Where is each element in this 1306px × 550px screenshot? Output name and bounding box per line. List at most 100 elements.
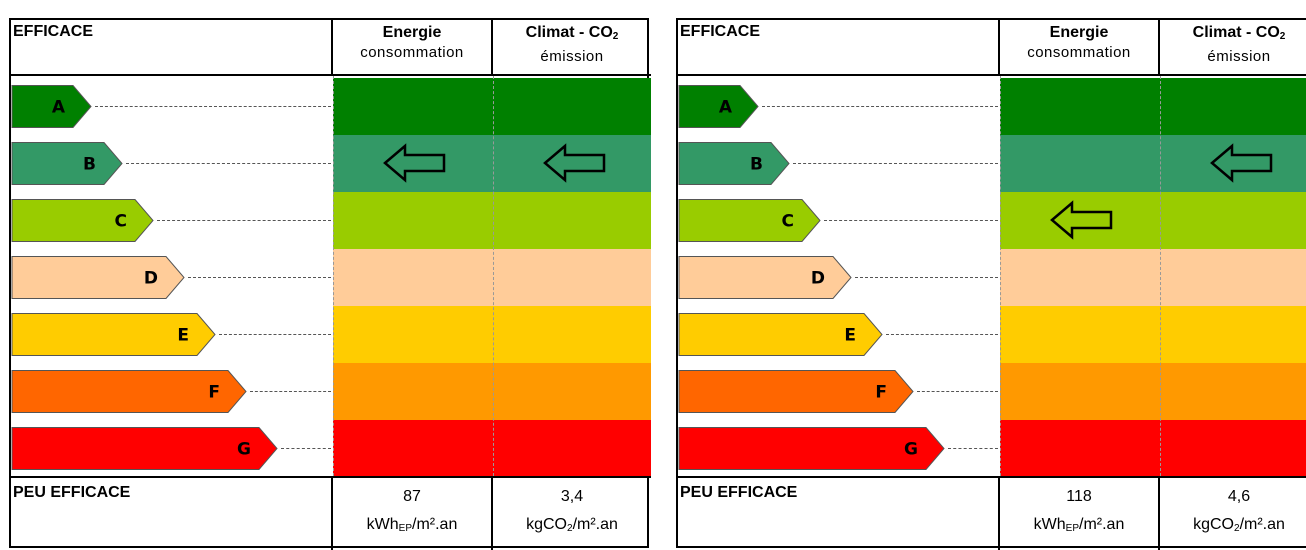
climat-value-cell: 3,4 kgCO2/m².an: [493, 476, 651, 550]
energie-value: 118: [1066, 488, 1092, 505]
energie-subtitle: consommation: [360, 44, 464, 61]
energie-band-f: [333, 363, 493, 420]
efficace-header: EFFICACE: [678, 20, 1000, 76]
label-panel-1: EFFICACE Energie consommation Climat - C…: [9, 18, 651, 550]
class-letter-b: B: [750, 155, 763, 175]
energie-header: Energie consommation: [333, 20, 493, 76]
leader-line: [917, 391, 998, 392]
leader-line: [762, 106, 998, 107]
energie-unit: kWhEP/m².an: [1033, 516, 1125, 534]
class-row-e: E: [678, 306, 1306, 363]
column-separator: [1000, 76, 1001, 476]
class-letter-d: D: [144, 269, 158, 289]
class-arrow-c: C: [11, 199, 154, 242]
class-letter-g: G: [237, 440, 251, 460]
class-row-d: D: [11, 249, 651, 306]
energie-band-f: [1000, 363, 1160, 420]
energie-value: 87: [403, 488, 421, 505]
energie-band-a: [1000, 78, 1160, 135]
climat-unit: kgCO2/m².an: [526, 516, 618, 534]
energie-band-d: [1000, 249, 1160, 306]
climat-band-d: [493, 249, 651, 306]
efficace-header: EFFICACE: [11, 20, 333, 76]
climat-band-c: [1160, 192, 1306, 249]
peu-efficace-label: PEU EFFICACE: [11, 476, 333, 550]
class-letter-f: F: [208, 383, 220, 403]
leader-line: [886, 334, 998, 335]
class-arrow-g: G: [11, 427, 278, 470]
class-row-a: A: [11, 78, 651, 135]
energie-band-e: [1000, 306, 1160, 363]
class-arrow-b: B: [11, 142, 123, 185]
climat-band-b: [493, 135, 651, 192]
climat-band-e: [493, 306, 651, 363]
class-letter-f: F: [875, 383, 887, 403]
energie-band-c: [1000, 192, 1160, 249]
climat-subtitle: émission: [540, 48, 604, 65]
class-row-d: D: [678, 249, 1306, 306]
energie-band-d: [333, 249, 493, 306]
class-arrow-c: C: [678, 199, 821, 242]
energie-value-cell: 118 kWhEP/m².an: [1000, 476, 1160, 550]
leader-line: [188, 277, 331, 278]
leader-line: [126, 163, 331, 164]
class-letter-d: D: [811, 269, 825, 289]
energie-value-cell: 87 kWhEP/m².an: [333, 476, 493, 550]
energie-header: Energie consommation: [1000, 20, 1160, 76]
class-letter-c: C: [782, 212, 794, 232]
climat-value: 3,4: [560, 488, 584, 505]
climat-title: Climat - CO2: [1192, 24, 1286, 42]
class-arrow-b: B: [678, 142, 790, 185]
class-arrow-g: G: [678, 427, 945, 470]
climat-band-a: [493, 78, 651, 135]
label-panel-2: EFFICACE Energie consommation Climat - C…: [676, 18, 1306, 550]
energie-band-a: [333, 78, 493, 135]
energie-band-g: [1000, 420, 1160, 477]
leader-line: [824, 220, 998, 221]
column-separator: [1160, 76, 1161, 476]
column-separator: [333, 76, 334, 476]
climat-band-d: [1160, 249, 1306, 306]
energie-band-g: [333, 420, 493, 477]
class-arrow-e: E: [11, 313, 216, 356]
leader-line: [793, 163, 998, 164]
class-row-c: C: [11, 192, 651, 249]
climat-band-c: [493, 192, 651, 249]
climat-band-f: [1160, 363, 1306, 420]
leader-line: [157, 220, 331, 221]
climat-header: Climat - CO2 émission: [1160, 20, 1306, 76]
class-row-b: B: [11, 135, 651, 192]
class-arrow-d: D: [678, 256, 852, 299]
class-arrow-f: F: [11, 370, 247, 413]
class-arrow-f: F: [678, 370, 914, 413]
climat-subtitle: émission: [1207, 48, 1271, 65]
class-letter-g: G: [904, 440, 918, 460]
class-letter-e: E: [844, 326, 856, 346]
leader-line: [95, 106, 331, 107]
class-row-e: E: [11, 306, 651, 363]
class-arrow-d: D: [11, 256, 185, 299]
climat-band-e: [1160, 306, 1306, 363]
climat-band-g: [1160, 420, 1306, 477]
class-letter-a: A: [52, 98, 66, 118]
climat-band-g: [493, 420, 651, 477]
class-arrow-a: A: [11, 85, 92, 128]
class-row-f: F: [11, 363, 651, 420]
energie-title: Energie: [382, 24, 442, 41]
climat-unit: kgCO2/m².an: [1193, 516, 1285, 534]
climat-indicator-arrow-icon: [543, 143, 606, 183]
leader-line: [948, 448, 998, 449]
class-row-g: G: [11, 420, 651, 477]
leader-line: [219, 334, 331, 335]
energie-band-b: [333, 135, 493, 192]
class-letter-c: C: [115, 212, 127, 232]
climat-value: 4,6: [1227, 488, 1251, 505]
climat-band-f: [493, 363, 651, 420]
energie-subtitle: consommation: [1027, 44, 1131, 61]
class-arrow-e: E: [678, 313, 883, 356]
class-row-b: B: [678, 135, 1306, 192]
climat-indicator-arrow-icon: [1210, 143, 1273, 183]
class-row-c: C: [678, 192, 1306, 249]
energie-band-b: [1000, 135, 1160, 192]
class-row-a: A: [678, 78, 1306, 135]
